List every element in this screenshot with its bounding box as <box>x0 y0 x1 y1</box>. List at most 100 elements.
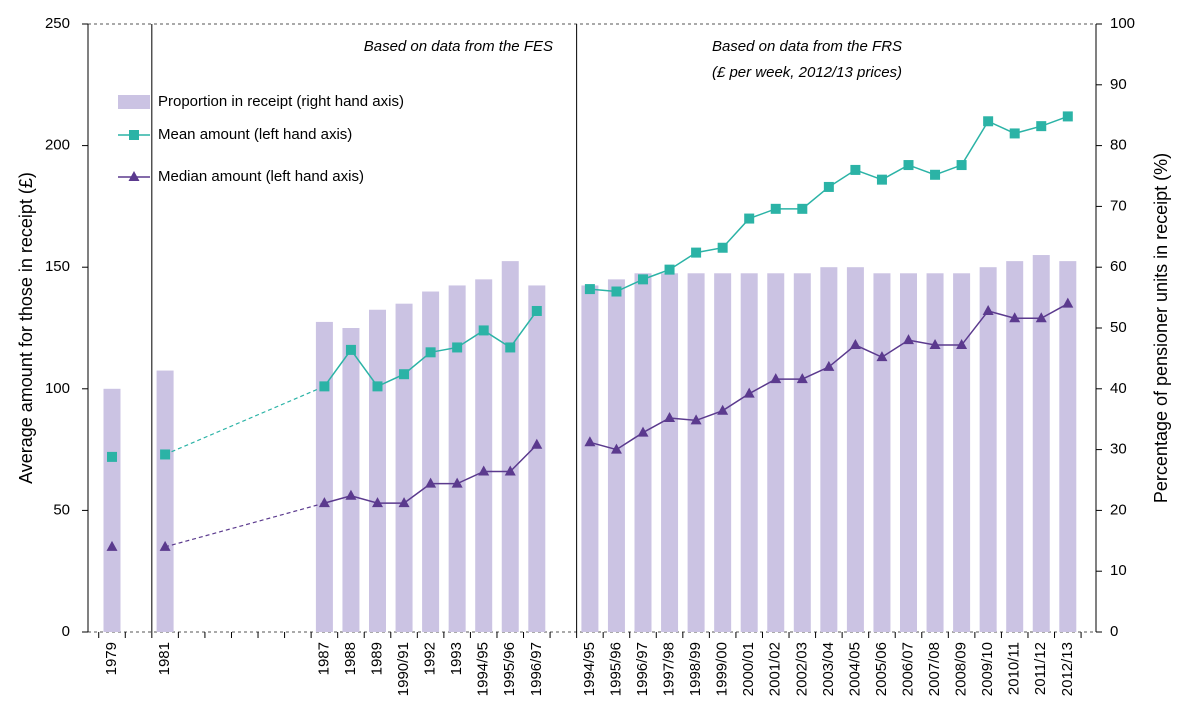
bar <box>342 328 360 632</box>
y2-tick-label: 20 <box>1110 501 1127 518</box>
bar <box>422 291 440 632</box>
bar <box>395 303 413 632</box>
x-tick-label: 1994/95 <box>581 642 598 696</box>
x-tick-label: 1995/96 <box>501 642 518 696</box>
marker <box>160 449 171 460</box>
y2-tick-label: 0 <box>1110 623 1118 640</box>
marker <box>531 438 543 449</box>
marker <box>743 387 755 398</box>
x-tick-label: 1995/96 <box>607 642 624 696</box>
annotation: (£ per week, 2012/13 prices) <box>712 64 902 81</box>
legend-marker <box>128 171 140 181</box>
marker <box>823 181 834 192</box>
y2-tick-label: 50 <box>1110 319 1127 336</box>
marker <box>717 404 729 415</box>
x-tick-label: 2007/08 <box>926 642 943 696</box>
legend-label: Mean amount (left hand axis) <box>158 126 352 143</box>
bar <box>900 273 917 632</box>
marker <box>690 414 702 425</box>
x-tick-label: 1992 <box>422 642 439 675</box>
marker <box>823 360 835 371</box>
x-tick-label: 1996/97 <box>528 642 545 696</box>
marker <box>876 351 888 362</box>
marker <box>1062 297 1074 308</box>
x-tick-label: 1979 <box>103 642 120 675</box>
marker <box>372 497 383 508</box>
annotation: Based on data from the FRS <box>712 38 902 55</box>
bar <box>1059 261 1077 632</box>
x-tick-label: 2004/05 <box>846 642 863 696</box>
marker <box>399 369 410 380</box>
marker <box>372 381 383 392</box>
bar <box>767 273 785 632</box>
marker <box>1036 121 1047 132</box>
gap-connector <box>164 502 325 548</box>
marker <box>1062 111 1073 122</box>
marker <box>717 242 728 253</box>
marker <box>770 203 781 214</box>
marker <box>637 426 649 437</box>
x-tick-label: 1988 <box>342 642 359 675</box>
marker <box>876 174 887 185</box>
marker <box>425 347 436 358</box>
bar <box>1032 255 1050 633</box>
marker <box>982 304 994 315</box>
marker <box>584 284 595 295</box>
marker <box>1009 128 1020 139</box>
bar <box>501 261 519 632</box>
y-tick-label: 50 <box>53 501 70 518</box>
marker <box>930 169 941 180</box>
bar <box>607 279 625 632</box>
marker <box>638 274 648 285</box>
bar <box>953 273 971 632</box>
marker <box>345 489 357 500</box>
bar <box>634 273 652 632</box>
marker <box>903 160 914 171</box>
bar <box>820 267 838 632</box>
bar <box>873 273 891 632</box>
marker <box>1009 312 1021 323</box>
x-tick-label: 1993 <box>448 642 465 675</box>
marker <box>107 451 117 462</box>
bar <box>369 309 386 632</box>
y-tick-label: 200 <box>45 137 70 154</box>
bar <box>581 285 599 632</box>
marker <box>159 540 171 551</box>
x-tick-label: 1989 <box>368 642 385 675</box>
x-tick-label: 2011/12 <box>1032 642 1049 695</box>
x-tick-label: 2003/04 <box>820 642 837 696</box>
marker <box>425 477 437 488</box>
marker <box>611 286 622 297</box>
marker <box>850 164 861 175</box>
marker <box>505 342 516 353</box>
marker <box>319 381 330 392</box>
x-tick-label: 1997/98 <box>661 642 678 696</box>
x-tick-label: 1987 <box>315 642 332 675</box>
legend-marker <box>129 130 139 140</box>
marker <box>451 477 463 488</box>
x-tick-label: 2010/11 <box>1006 642 1023 695</box>
marker <box>903 334 914 345</box>
marker <box>691 247 702 258</box>
marker <box>452 342 463 353</box>
y2-tick-label: 40 <box>1110 380 1127 397</box>
bar <box>448 285 466 632</box>
marker <box>1035 312 1047 323</box>
bar <box>661 273 679 632</box>
bar <box>1006 261 1024 632</box>
marker <box>398 497 410 508</box>
y2-tick-label: 90 <box>1110 76 1127 93</box>
y-tick-label: 150 <box>45 258 70 275</box>
x-tick-label: 2002/03 <box>793 642 810 696</box>
lines <box>106 111 1074 551</box>
y2-tick-label: 60 <box>1110 258 1127 275</box>
annotation: Based on data from the FES <box>364 38 553 55</box>
marker <box>929 339 941 350</box>
x-tick-label: 2005/06 <box>873 642 890 696</box>
x-tick-label: 2006/07 <box>899 642 916 696</box>
marker <box>106 540 118 551</box>
marker <box>318 497 330 508</box>
bar <box>979 267 997 632</box>
marker <box>956 160 967 171</box>
